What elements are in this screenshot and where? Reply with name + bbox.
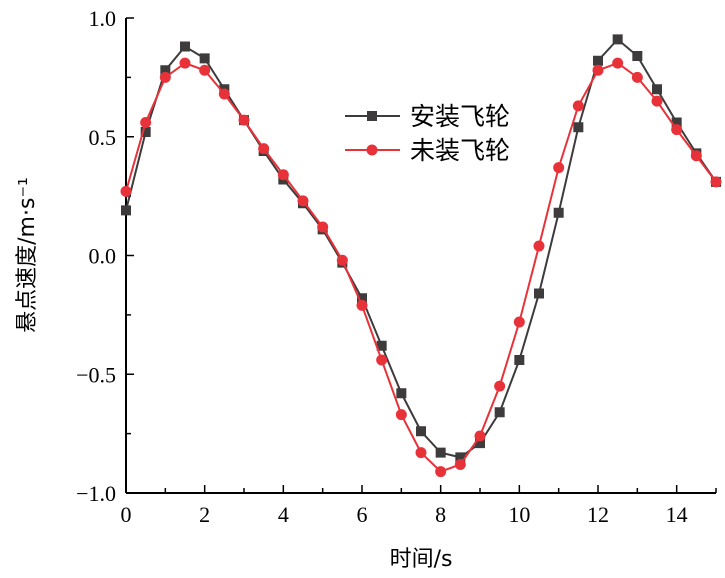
data-point [199,53,210,64]
data-point [514,355,525,365]
data-point [179,57,191,69]
data-point [494,407,505,418]
data-point [317,221,329,233]
data-point [357,293,367,304]
legend-marker [367,111,377,121]
data-point [356,299,368,311]
data-point [553,207,564,218]
data-point [435,447,446,458]
data-point [474,430,486,442]
data-point [218,88,230,100]
data-point [140,127,151,137]
data-point [258,143,270,155]
data-point [632,51,643,61]
data-point [395,409,407,421]
data-point [297,195,309,207]
data-point [277,169,289,181]
data-point [396,388,407,399]
data-point [592,64,604,76]
legend-label: 未装飞轮 [410,136,510,165]
data-point [533,240,545,252]
data-point [454,459,466,470]
y-tick-label: 1.0 [89,6,117,31]
data-point [573,122,584,133]
y-tick-label: −1.0 [76,481,116,506]
y-axis-label: 悬点速度/m·s⁻¹ [15,177,40,333]
x-axis-label: 时间/s [390,547,453,572]
x-tick-label: 4 [278,502,289,527]
y-tick-label: 0.0 [89,244,117,269]
data-point [612,34,623,45]
data-point [710,176,722,188]
data-point [572,100,584,112]
x-tick-label: 6 [357,502,368,527]
data-point [690,150,702,162]
data-point [671,117,682,128]
data-point [513,316,525,328]
data-point [671,124,683,136]
data-point [593,55,603,66]
data-point [553,162,565,174]
x-tick-label: 10 [508,502,530,527]
x-tick-label: 0 [121,502,132,527]
data-point [336,254,348,266]
data-point [160,65,171,76]
data-point [631,71,643,83]
data-point [534,288,544,299]
data-point [238,114,250,126]
x-tick-label: 8 [435,502,446,527]
data-point [435,466,447,478]
data-point [140,117,152,128]
legend-label: 安装飞轮 [410,102,510,131]
data-point [612,57,624,69]
data-point [415,447,427,459]
data-point [120,185,132,197]
data-point [159,71,171,83]
data-point [652,84,662,95]
data-point [455,452,466,463]
data-point [651,95,663,107]
x-tick-label: 14 [666,502,688,527]
legend-marker [366,144,378,156]
y-tick-label: −0.5 [76,362,116,387]
y-tick-label: 0.5 [89,125,117,150]
data-point [121,205,131,216]
data-point [376,354,388,366]
data-point [416,426,426,437]
x-tick-label: 2 [199,502,210,527]
data-point [199,64,211,76]
data-point [180,41,190,52]
data-point [376,340,387,351]
data-point [475,438,485,449]
data-point [494,380,506,392]
x-tick-label: 12 [587,502,609,527]
